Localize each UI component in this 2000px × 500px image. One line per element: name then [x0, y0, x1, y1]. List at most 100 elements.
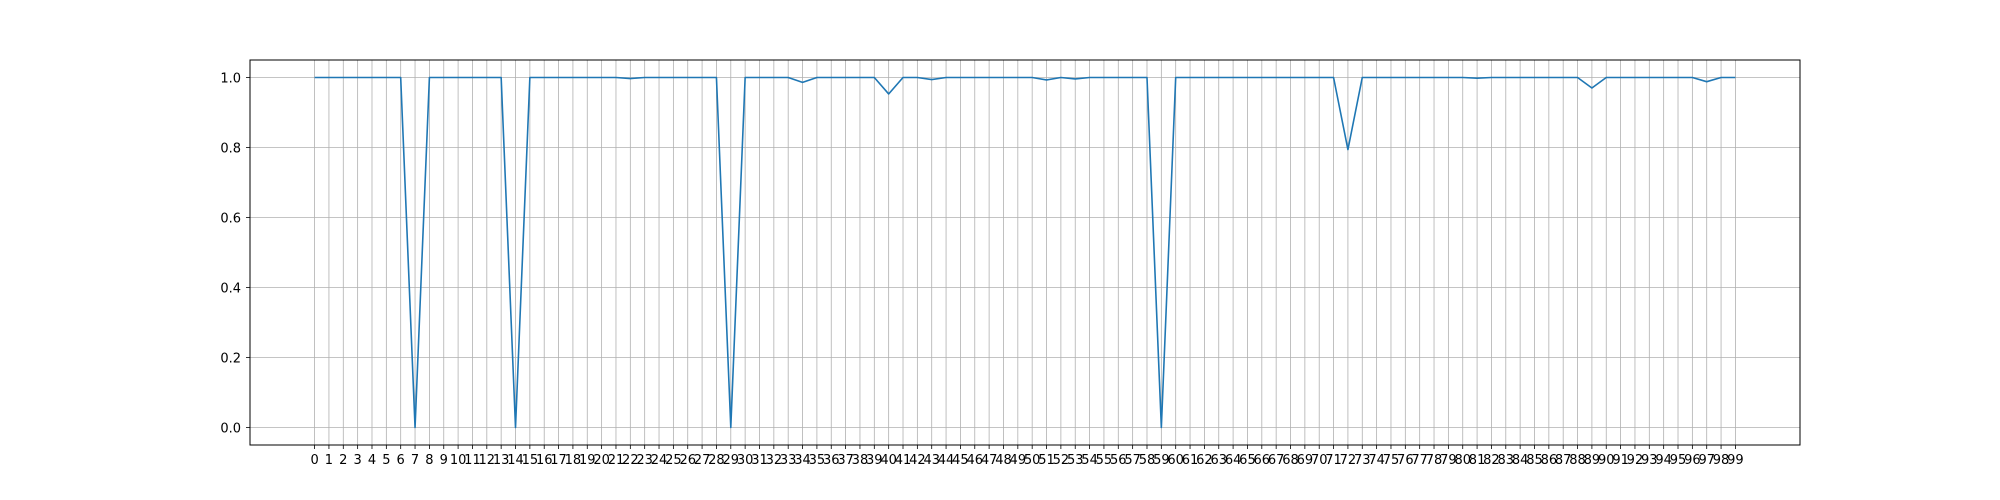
data-point: [558, 77, 560, 79]
data-point: [1404, 77, 1406, 79]
x-tick-label: 91: [1612, 453, 1629, 468]
x-tick-label: 61: [1182, 453, 1199, 468]
data-point: [1648, 77, 1650, 79]
data-point: [357, 77, 359, 79]
data-point: [443, 77, 445, 79]
data-point: [486, 77, 488, 79]
data-point: [1060, 77, 1062, 79]
data-point: [888, 93, 890, 95]
x-tick-label: 26: [679, 453, 696, 468]
data-point: [1003, 77, 1005, 79]
data-point: [1232, 77, 1234, 79]
x-tick-label: 14: [507, 453, 524, 468]
x-tick-label: 29: [723, 453, 740, 468]
x-tick-label: 78: [1426, 453, 1443, 468]
data-point: [1218, 77, 1220, 79]
x-tick-label: 42: [909, 453, 926, 468]
x-tick-label: 66: [1254, 453, 1271, 468]
x-tick-label: 60: [1167, 453, 1184, 468]
x-tick-label: 93: [1641, 453, 1658, 468]
x-tick-label: 43: [923, 453, 940, 468]
y-gridlines: [250, 77, 1800, 428]
data-point: [1605, 77, 1607, 79]
data-point: [845, 77, 847, 79]
data-point: [1634, 77, 1636, 79]
data-point: [701, 77, 703, 79]
x-tick-label: 88: [1569, 453, 1586, 468]
x-tick-label: 17: [550, 453, 567, 468]
data-point: [1591, 87, 1593, 89]
x-tick-label: 83: [1498, 453, 1515, 468]
data-point: [1476, 77, 1478, 79]
x-tick-label: 23: [636, 453, 653, 468]
x-tick-label: 54: [1081, 453, 1098, 468]
data-point: [1677, 77, 1679, 79]
data-point: [1275, 77, 1277, 79]
x-tick-label: 30: [737, 453, 754, 468]
x-tick-label: 15: [522, 453, 539, 468]
x-tick-label: 62: [1196, 453, 1213, 468]
x-tick-label: 82: [1483, 453, 1500, 468]
x-tick-label: 72: [1340, 453, 1357, 468]
x-tick-label: 35: [809, 453, 826, 468]
data-point: [586, 77, 588, 79]
series-layer: [314, 76, 1737, 429]
data-point: [859, 77, 861, 79]
x-tick-label: 50: [1024, 453, 1041, 468]
data-point: [543, 77, 545, 79]
x-tick-label: 34: [794, 453, 811, 468]
data-point: [529, 77, 531, 79]
data-point: [759, 77, 761, 79]
x-tick-label: 9: [440, 453, 448, 468]
x-tick-label: 47: [981, 453, 998, 468]
data-point: [314, 77, 316, 79]
data-point: [1261, 77, 1263, 79]
data-point: [816, 77, 818, 79]
x-tick-label: 86: [1541, 453, 1558, 468]
y-tick-label: 0.8: [220, 142, 241, 157]
data-point: [1175, 77, 1177, 79]
x-tick-label: 63: [1210, 453, 1227, 468]
data-point: [414, 427, 416, 429]
x-tick-label: 65: [1239, 453, 1256, 468]
data-point: [371, 77, 373, 79]
x-gridlines: [314, 60, 1736, 445]
data-point: [601, 77, 603, 79]
data-point: [1089, 77, 1091, 79]
data-point: [773, 77, 775, 79]
data-point: [1534, 77, 1536, 79]
x-tick-label: 27: [694, 453, 711, 468]
x-tick-label: 11: [464, 453, 481, 468]
x-tick-label: 71: [1325, 453, 1342, 468]
data-point: [945, 77, 947, 79]
x-tick-label: 21: [608, 453, 625, 468]
data-point: [830, 77, 832, 79]
x-tick-label: 5: [382, 453, 390, 468]
data-point: [1074, 78, 1076, 80]
data-point: [1203, 77, 1205, 79]
y-tick-label: 0.0: [220, 422, 241, 437]
data-point: [472, 77, 474, 79]
x-tick-label: 28: [708, 453, 725, 468]
x-tick-label: 45: [952, 453, 969, 468]
x-tick-label: 44: [938, 453, 955, 468]
x-tick-label: 70: [1311, 453, 1328, 468]
x-tick-label: 80: [1454, 453, 1471, 468]
x-tick-label: 95: [1670, 453, 1687, 468]
data-point: [1735, 77, 1737, 79]
data-point: [744, 77, 746, 79]
data-point: [1376, 77, 1378, 79]
data-point: [1290, 77, 1292, 79]
x-tick-label: 18: [565, 453, 582, 468]
data-point: [787, 77, 789, 79]
data-point: [730, 427, 732, 429]
data-point: [1519, 77, 1521, 79]
x-tick-label: 74: [1368, 453, 1385, 468]
data-point: [1160, 427, 1162, 429]
x-tick-label: 12: [479, 453, 496, 468]
x-tick-label: 97: [1698, 453, 1715, 468]
x-tick-label: 77: [1411, 453, 1428, 468]
data-point: [644, 77, 646, 79]
x-tick-label: 85: [1526, 453, 1543, 468]
